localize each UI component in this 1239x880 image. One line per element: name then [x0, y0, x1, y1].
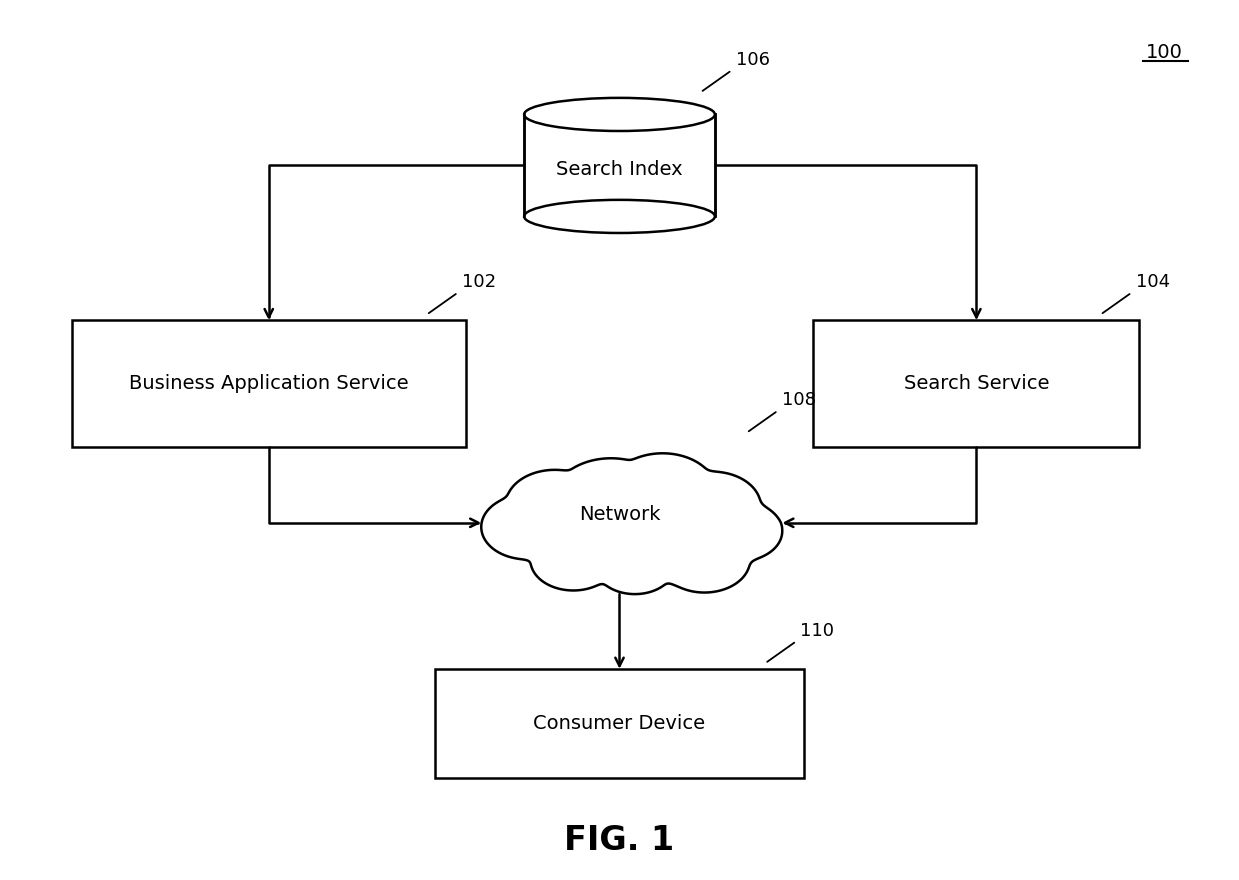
Text: Business Application Service: Business Application Service [129, 374, 409, 392]
Ellipse shape [524, 98, 715, 131]
Bar [435, 669, 804, 778]
Bar [524, 114, 715, 216]
Text: Consumer Device: Consumer Device [534, 714, 705, 733]
Polygon shape [481, 453, 782, 594]
Text: Search Index: Search Index [556, 160, 683, 180]
Text: 102: 102 [462, 274, 496, 291]
Bar [72, 320, 466, 446]
Text: 110: 110 [800, 622, 834, 640]
Text: Search Service: Search Service [903, 374, 1049, 392]
Text: 104: 104 [1136, 274, 1170, 291]
Text: FIG. 1: FIG. 1 [565, 825, 674, 857]
Text: 100: 100 [1146, 43, 1183, 62]
Text: Network: Network [579, 504, 660, 524]
Text: 108: 108 [782, 392, 817, 409]
Ellipse shape [524, 200, 715, 233]
Bar [813, 320, 1140, 446]
Text: 106: 106 [736, 51, 769, 70]
